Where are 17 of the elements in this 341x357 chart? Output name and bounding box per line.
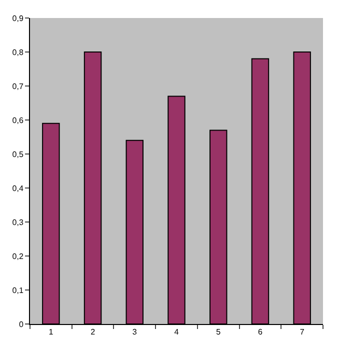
y-tick-label: 0,6	[12, 116, 24, 125]
y-tick-label: 0,4	[12, 184, 24, 193]
y-tick-label: 0	[18, 320, 24, 329]
x-tick-label: 1	[48, 328, 54, 337]
y-tick-label: 0,5	[12, 150, 24, 159]
y-tick-label: 0,1	[12, 286, 24, 295]
x-tick-label: 2	[90, 328, 96, 337]
y-tick-label: 0,8	[12, 48, 24, 57]
y-tick-label: 0,2	[12, 252, 24, 261]
x-tick-label: 4	[174, 328, 180, 337]
y-tick-label: 0,3	[12, 218, 24, 227]
y-tick-label: 0,7	[12, 82, 24, 91]
x-tick-label: 3	[132, 328, 138, 337]
x-tick-label: 5	[216, 328, 222, 337]
x-tick-label: 6	[258, 328, 263, 337]
x-tick-label: 7	[300, 328, 305, 337]
y-tick-label: 0,9	[12, 14, 24, 23]
